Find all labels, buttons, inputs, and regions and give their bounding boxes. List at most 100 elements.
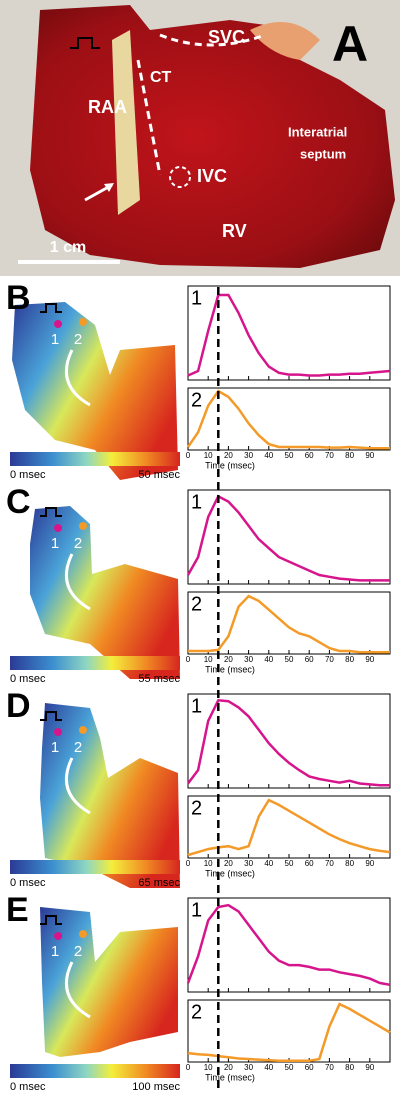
label: septum: [300, 146, 346, 161]
x-tick-label: 20: [224, 859, 233, 868]
propagation-arrow: [64, 553, 91, 611]
propagation-arrow: [64, 349, 91, 407]
x-tick-label: 20: [224, 451, 233, 460]
x-tick-label: 20: [224, 655, 233, 664]
point-label: 1: [51, 739, 59, 756]
point-marker: [54, 524, 62, 532]
x-tick-label: 40: [264, 859, 273, 868]
ivc-circle: [169, 166, 191, 188]
x-tick-label: 90: [365, 451, 374, 460]
panel-letter: A: [332, 16, 368, 72]
panel-letter: E: [6, 891, 29, 929]
x-tick-label: 0: [186, 451, 191, 460]
trace: [187, 698, 390, 787]
label: RV: [222, 221, 247, 241]
x-tick-label: 60: [305, 1063, 314, 1072]
x-tick-label: 50: [285, 655, 294, 664]
point-label: 1: [51, 331, 59, 348]
x-tick-label: 50: [285, 1063, 294, 1072]
x-tick-label: 70: [325, 859, 334, 868]
fat: [250, 22, 320, 60]
stim-icon: [40, 303, 62, 313]
trace: [187, 798, 391, 857]
colorbar-label: 65 msec: [138, 877, 180, 889]
trace-label: 2: [191, 389, 202, 411]
colorbar-label: 0 msec: [10, 469, 46, 481]
trace-label: 1: [191, 287, 202, 309]
trace: [186, 494, 390, 582]
point-label: 2: [74, 943, 82, 960]
ct-line: [136, 59, 162, 176]
x-tick-label: 90: [365, 655, 374, 664]
point-marker: [79, 726, 87, 734]
trace-label: 2: [191, 797, 202, 819]
x-tick-label: 90: [365, 859, 374, 868]
stim-icon: [40, 507, 62, 517]
x-tick-label: 0: [186, 1063, 191, 1072]
x-tick-label: 0: [186, 655, 191, 664]
x-axis-label: Time (msec): [205, 460, 255, 470]
colorbar-label: 100 msec: [132, 1081, 180, 1093]
x-tick-label: 0: [186, 859, 191, 868]
x-tick-label: 10: [204, 655, 213, 664]
point-marker: [79, 318, 87, 326]
map-panel: E 1 2 0 msec 100 msec: [6, 891, 180, 1093]
x-tick-label: 30: [244, 859, 253, 868]
trace: [187, 293, 391, 377]
x-tick-label: 60: [305, 451, 314, 460]
trace-label: 1: [191, 899, 202, 921]
svc-outline: [159, 33, 266, 47]
colorbar: [10, 860, 180, 874]
x-tick-label: 30: [244, 1063, 253, 1072]
x-axis-label: Time (msec): [205, 868, 255, 878]
x-tick-label: 80: [345, 859, 354, 868]
stim-icon: [40, 915, 62, 925]
x-tick-label: 50: [285, 451, 294, 460]
trace-label: 2: [191, 1001, 202, 1023]
trace-label: 1: [191, 491, 202, 513]
trace: [188, 594, 390, 654]
plot-frame: [187, 285, 391, 381]
colorbar-label: 0 msec: [10, 673, 46, 685]
x-tick-label: 70: [325, 451, 334, 460]
colorbar-label: 55 msec: [138, 673, 180, 685]
x-tick-label: 40: [264, 655, 273, 664]
x-axis-label: Time (msec): [205, 1072, 255, 1082]
fat: [112, 30, 140, 215]
map-panel: B 1 2 0 msec 50 msec: [6, 279, 180, 481]
x-tick-label: 60: [305, 655, 314, 664]
map-panel: C 1 2 0 msec 55 msec: [6, 483, 180, 685]
x-tick-label: 30: [244, 451, 253, 460]
x-axis-label: Time (msec): [205, 664, 255, 674]
colorbar: [10, 656, 180, 670]
activation-map: [12, 302, 178, 480]
x-tick-label: 10: [204, 859, 213, 868]
panel-letter: B: [6, 279, 31, 317]
colorbar: [10, 1064, 180, 1078]
arrow-head: [104, 183, 114, 192]
trace-label: 2: [191, 593, 202, 615]
x-tick-label: 60: [305, 859, 314, 868]
photo: A SVC CT RAA IVC Interatrial septum RV 1…: [0, 0, 400, 276]
plot-frame: [187, 693, 391, 789]
colorbar-label: 50 msec: [138, 469, 180, 481]
activation-map: [40, 703, 180, 888]
plot-frame: [187, 999, 391, 1063]
point-label: 1: [51, 535, 59, 552]
trace: [187, 1002, 391, 1063]
x-tick-label: 90: [365, 1063, 374, 1072]
x-tick-label: 80: [345, 1063, 354, 1072]
point-label: 1: [51, 943, 59, 960]
x-tick-label: 80: [345, 451, 354, 460]
activation-map: [30, 506, 180, 679]
stim-icon: [40, 711, 62, 721]
trace-label: 1: [191, 695, 202, 717]
plot-frame: [187, 387, 391, 451]
point-label: 2: [74, 739, 82, 756]
colorbar-label: 0 msec: [10, 1081, 46, 1093]
x-tick-label: 20: [224, 1063, 233, 1072]
scale-label: 1 cm: [50, 239, 86, 256]
map-panel: D 1 2 0 msec 65 msec: [6, 687, 180, 889]
point-label: 2: [74, 331, 82, 348]
